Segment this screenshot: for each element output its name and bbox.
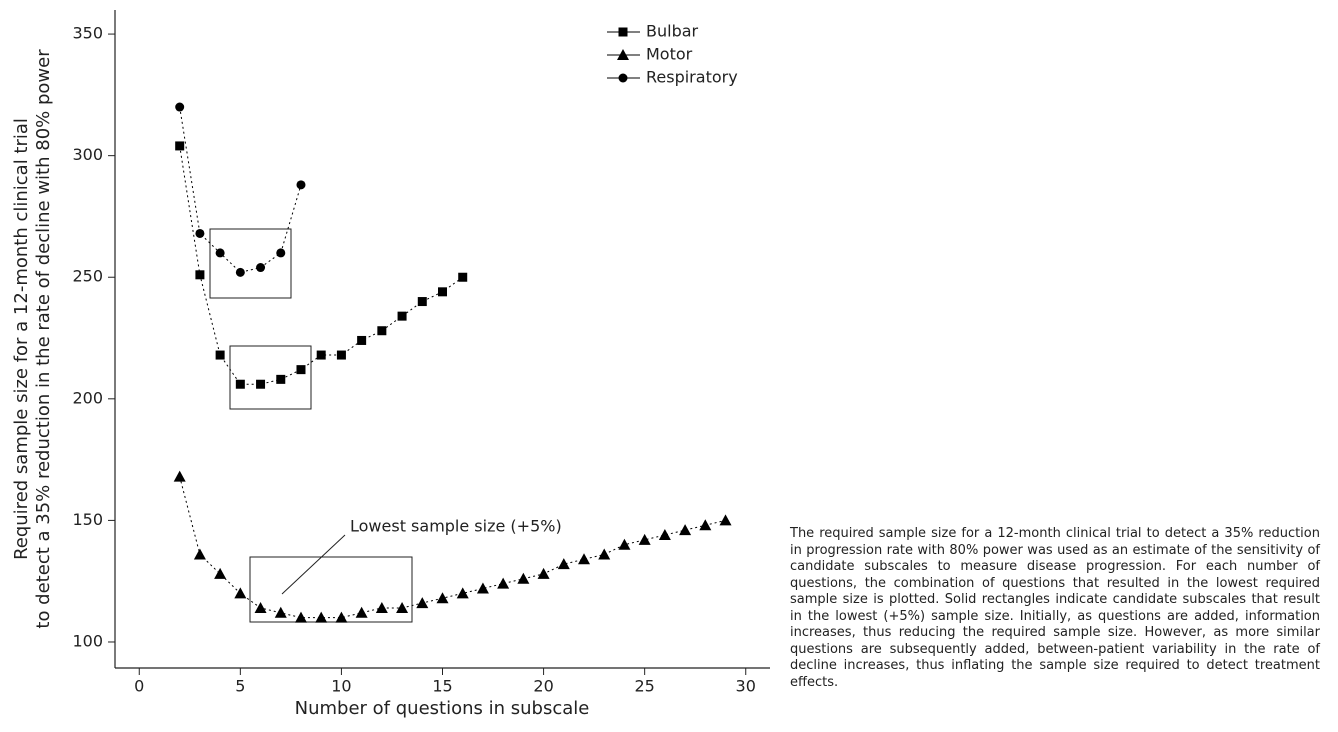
y-axis-label: Required sample size for a 12-month clin…	[11, 118, 32, 560]
marker	[336, 350, 346, 360]
marker	[274, 606, 287, 618]
marker	[517, 572, 530, 584]
marker	[215, 350, 225, 360]
marker	[436, 592, 449, 604]
marker	[254, 601, 267, 613]
marker	[417, 297, 427, 307]
y-tick-label: 250	[72, 267, 103, 286]
marker	[397, 311, 407, 321]
x-axis-label: Number of questions in subscale	[295, 698, 590, 719]
marker	[276, 248, 286, 258]
x-tick-label: 0	[134, 677, 144, 696]
marker	[396, 601, 409, 613]
highlight-box	[249, 556, 413, 623]
y-tick-label: 150	[72, 510, 103, 529]
legend-marker	[618, 27, 628, 37]
marker	[296, 180, 306, 190]
marker	[296, 365, 306, 375]
marker	[234, 587, 247, 599]
legend-label: Respiratory	[646, 68, 738, 87]
x-tick-label: 5	[235, 677, 245, 696]
marker	[215, 248, 225, 258]
marker	[315, 611, 328, 623]
x-tick-label: 30	[736, 677, 756, 696]
marker	[497, 577, 510, 589]
annotation: Lowest sample size (+5%)	[350, 517, 562, 536]
chart: Lowest sample size (+5%) Number of quest…	[11, 10, 770, 719]
marker	[618, 538, 631, 550]
marker	[638, 533, 651, 545]
series-line	[179, 145, 464, 385]
marker	[458, 272, 468, 282]
marker	[276, 374, 286, 384]
highlight-box	[209, 228, 292, 299]
marker	[537, 567, 550, 579]
marker	[375, 601, 388, 613]
y-tick-label: 200	[72, 388, 103, 407]
caption: The required sample size for a 12-month …	[790, 526, 1320, 690]
marker	[598, 548, 611, 560]
annotation-line	[281, 534, 346, 595]
marker	[456, 587, 469, 599]
y-tick-label: 300	[72, 145, 103, 164]
marker	[193, 548, 206, 560]
marker	[294, 611, 307, 623]
marker	[438, 287, 447, 297]
marker	[335, 611, 348, 623]
series-line	[179, 476, 726, 619]
x-tick-label: 20	[533, 677, 553, 696]
marker	[214, 567, 227, 579]
marker	[195, 270, 205, 280]
legend-marker	[617, 49, 629, 60]
x-tick-label: 25	[634, 677, 654, 696]
legend-marker	[618, 73, 628, 83]
y-tick-label: 100	[72, 631, 103, 650]
x-tick-label: 15	[432, 677, 452, 696]
marker	[377, 326, 387, 336]
legend-label: Bulbar	[646, 22, 699, 41]
marker	[719, 514, 732, 526]
y-axis-label: to detect a 35% reduction in the rate of…	[33, 49, 54, 629]
marker	[235, 267, 245, 277]
marker	[357, 335, 367, 345]
marker	[175, 141, 185, 151]
marker	[658, 528, 671, 540]
marker	[416, 597, 429, 609]
legend-label: Motor	[646, 45, 693, 64]
marker	[679, 524, 692, 536]
marker	[355, 606, 368, 618]
marker	[699, 519, 712, 531]
marker	[316, 350, 326, 360]
marker	[476, 582, 489, 594]
marker	[578, 553, 591, 565]
marker	[195, 228, 205, 238]
marker	[175, 102, 185, 112]
highlight-box	[229, 345, 312, 410]
marker	[173, 470, 186, 482]
marker	[256, 263, 266, 273]
x-tick-label: 10	[331, 677, 351, 696]
y-tick-label: 350	[72, 24, 103, 43]
marker	[235, 379, 245, 389]
series-line	[179, 106, 302, 273]
marker	[256, 379, 266, 389]
marker	[557, 558, 570, 570]
